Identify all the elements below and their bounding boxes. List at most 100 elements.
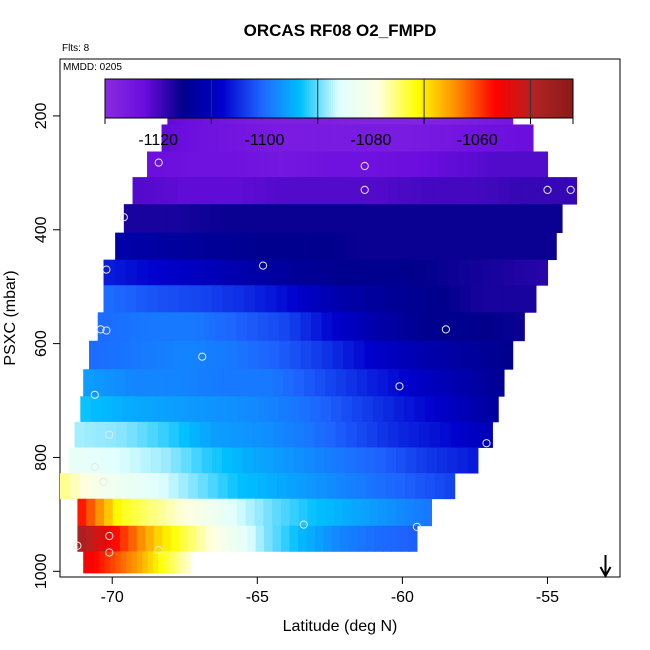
heatmap-cell (319, 124, 330, 152)
colorbar-swatch (221, 79, 224, 118)
heatmap-cell (478, 232, 491, 261)
heatmap-cell (374, 340, 387, 370)
heatmap-cell (507, 204, 519, 234)
colorbar-swatch (177, 79, 180, 118)
colorbar-swatch (415, 79, 418, 118)
heatmap-cell (460, 421, 473, 448)
heatmap-cell (77, 498, 87, 527)
heatmap-cell (440, 124, 450, 152)
heatmap-cell (298, 525, 308, 552)
heatmap-cell (314, 421, 326, 448)
colorbar-swatch (165, 79, 168, 118)
heatmap-cell (214, 232, 226, 261)
heatmap-cell (180, 124, 190, 152)
heatmap-cell (427, 285, 440, 313)
colorbar-swatch (153, 79, 156, 118)
sample-marker (119, 213, 128, 222)
heatmap-cell (512, 232, 524, 261)
heatmap-cell (245, 124, 255, 152)
heatmap-cell (304, 421, 316, 448)
heatmap-cell (302, 232, 315, 261)
heatmap-cell (307, 498, 317, 527)
heatmap-cell (320, 204, 333, 234)
colorbar-swatch (207, 79, 210, 118)
colorbar-swatch (567, 79, 570, 118)
heatmap-cell (99, 473, 110, 500)
colorbar-swatch (295, 79, 298, 118)
colorbar-swatch (401, 79, 404, 118)
colorbar-swatch (443, 79, 446, 118)
colorbar-swatch (505, 79, 508, 118)
heatmap-cell (387, 177, 400, 205)
heatmap-cell (68, 447, 80, 474)
colorbar-swatch (461, 79, 464, 118)
heatmap-cell (152, 551, 159, 574)
sample-marker (482, 439, 491, 448)
heatmap-cell (336, 473, 347, 500)
heatmap-cell (272, 525, 282, 552)
colorbar-swatch (433, 79, 436, 118)
heatmap-cell (374, 525, 384, 552)
colorbar-swatch (319, 79, 322, 118)
colorbar-swatch (383, 79, 386, 118)
colorbar (104, 78, 574, 124)
colorbar-swatch (273, 79, 276, 118)
heatmap-cell (211, 447, 223, 474)
heatmap-cell (236, 232, 249, 261)
heatmap-cell (299, 204, 311, 234)
colorbar-swatch (183, 79, 186, 118)
heatmap-cell (497, 151, 509, 178)
heatmap-cell (328, 124, 339, 152)
heatmap-cell (436, 259, 449, 286)
heatmap-cell (128, 525, 138, 552)
colorbar-swatch (239, 79, 242, 118)
heatmap-cell (470, 312, 483, 342)
heatmap-cell (196, 525, 206, 552)
heatmap-cell (90, 396, 102, 423)
colorbar-swatch (317, 79, 320, 118)
heatmap-cell (103, 498, 114, 527)
colorbar-swatch (363, 79, 366, 118)
sample-marker (90, 390, 99, 399)
heatmap-cell (347, 151, 358, 178)
colorbar-swatch (151, 79, 154, 118)
y-tick-label: 1000 (33, 553, 50, 589)
colorbar-swatch (219, 79, 222, 118)
heatmap-cell (451, 369, 463, 397)
heatmap-cell (162, 525, 172, 552)
heatmap-cell (514, 285, 526, 313)
heatmap-cell (105, 421, 117, 448)
heatmap-cell (289, 396, 301, 423)
heatmap-cell (281, 259, 293, 286)
colorbar-swatch (129, 79, 132, 118)
heatmap-cell (362, 285, 375, 313)
heatmap-cell (167, 151, 178, 178)
heatmap-cell (235, 124, 246, 152)
colorbar-swatch (343, 79, 346, 118)
heatmap-cell (460, 312, 472, 342)
heatmap-cell (385, 447, 397, 474)
sample-marker (259, 261, 268, 270)
y-tick-label: 600 (33, 330, 50, 357)
heatmap-cell (336, 259, 349, 286)
colorbar-swatch (123, 79, 126, 118)
colorbar-swatch (191, 79, 194, 118)
colorbar-swatch (161, 79, 164, 118)
heatmap-cell (534, 232, 546, 261)
heatmap-cell (263, 447, 274, 474)
heatmap-cell (480, 259, 493, 286)
colorbar-swatch (175, 79, 178, 118)
heatmap-cell (174, 551, 181, 574)
colorbar-swatch (281, 79, 284, 118)
colorbar-swatch (247, 79, 250, 118)
heatmap-cell (342, 498, 353, 527)
colorbar-swatch (551, 79, 554, 118)
heatmap-cell (492, 312, 504, 342)
heatmap-cell (299, 177, 311, 205)
direction-arrow-icon (599, 555, 612, 579)
heatmap-cell (342, 312, 355, 342)
sample-marker (96, 325, 105, 334)
heatmap-cell (467, 124, 478, 152)
heatmap-cell (408, 421, 420, 448)
heatmap-cell (445, 232, 458, 261)
